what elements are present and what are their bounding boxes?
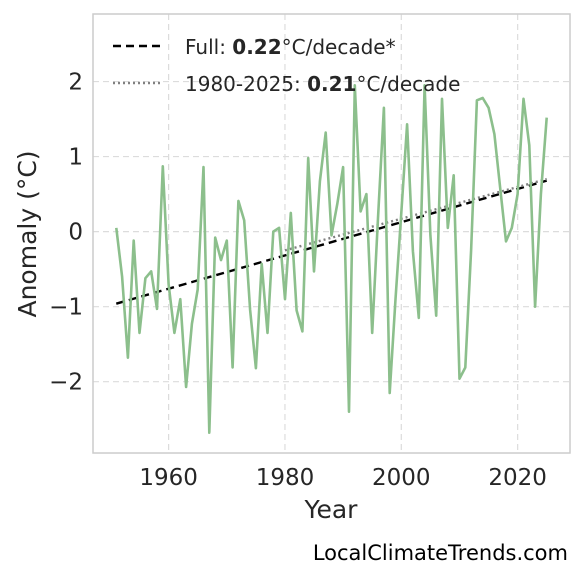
x-axis-label: Year (304, 495, 359, 524)
x-tick-label: 1960 (139, 465, 198, 491)
trend-lines (115, 177, 548, 305)
x-tick-label: 1980 (256, 465, 315, 491)
watermark: LocalClimateTrends.com (313, 541, 568, 565)
legend-entry-full: Full: 0.22°C/decade* (185, 35, 396, 59)
y-axis-label: Anomaly (°C) (13, 150, 42, 317)
x-tick-labels: 1960 1980 2000 2020 (139, 465, 547, 491)
legend-recent-suffix: °C/decade (356, 72, 460, 96)
grid (93, 14, 570, 453)
y-tick-labels: −2 −1 0 1 2 (49, 70, 83, 396)
series-group (115, 84, 548, 435)
legend-full-value: 0.22 (232, 35, 281, 59)
legend-recent-value: 0.21 (307, 72, 356, 96)
x-tick-label: 2020 (488, 465, 547, 491)
y-tick-label: 1 (68, 145, 83, 171)
legend-entry-recent: 1980-2025: 0.21°C/decade (185, 72, 460, 96)
y-tick-label: −2 (49, 370, 83, 396)
legend-full-suffix: °C/decade* (282, 35, 396, 59)
legend-recent-prefix: 1980-2025: (185, 72, 307, 96)
plot-frame (92, 13, 571, 454)
y-tick-label: 2 (68, 70, 83, 96)
trend-line-full (115, 179, 548, 305)
trend-line-recent (284, 177, 548, 252)
series-line-anomaly (115, 84, 548, 435)
legend-full-prefix: Full: (185, 35, 232, 59)
x-tick-label: 2000 (372, 465, 431, 491)
y-tick-label: 0 (68, 220, 83, 246)
legend: Full: 0.22°C/decade* 1980-2025: 0.21°C/d… (113, 35, 460, 96)
y-tick-label: −1 (49, 295, 83, 321)
